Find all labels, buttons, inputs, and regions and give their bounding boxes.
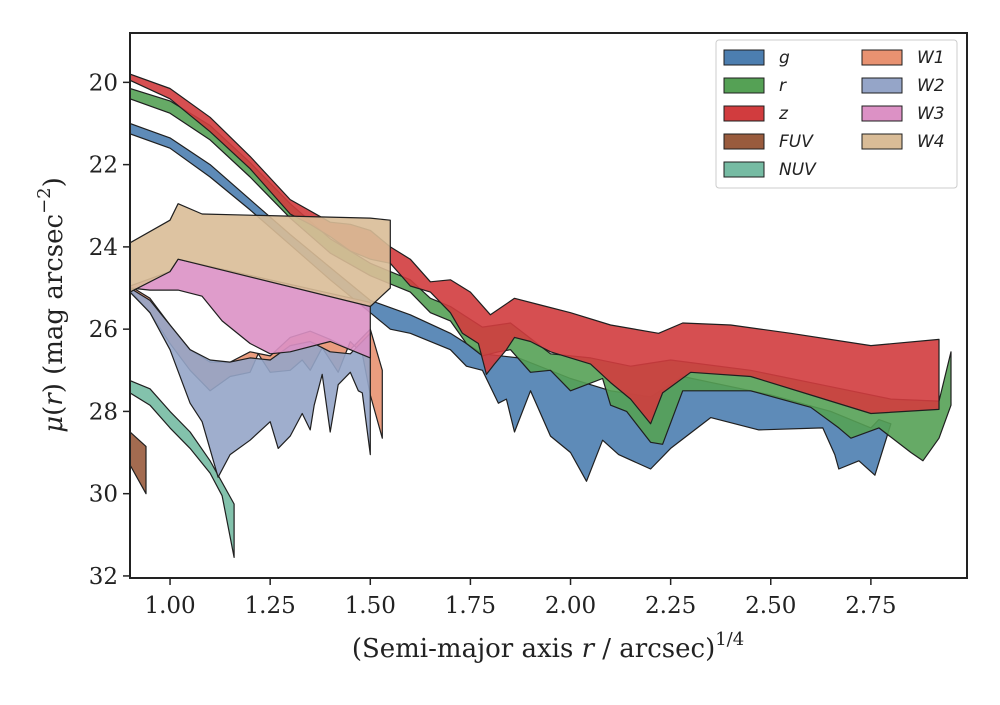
legend-item-r: r <box>723 76 787 96</box>
legend-label: NUV <box>779 160 817 180</box>
legend-swatch <box>861 105 903 122</box>
x-tick-label: 1.00 <box>144 593 195 619</box>
x-tick-label: 1.50 <box>345 593 396 619</box>
x-tick-label: 2.00 <box>545 593 596 619</box>
band-w4 <box>130 203 391 308</box>
y-tick-label: 20 <box>89 70 118 96</box>
legend-item-w2: W2 <box>861 76 945 96</box>
legend-label: W1 <box>917 48 945 68</box>
legend-swatch <box>723 161 765 178</box>
legend-label: W2 <box>917 76 945 96</box>
y-axis: 20 22 24 26 28 30 32 <box>89 70 130 590</box>
series-bands <box>130 73 952 559</box>
legend-item-nuv: NUV <box>723 160 817 180</box>
x-axis-label: (Semi-major axis r / arcsec)1/4 <box>352 629 744 664</box>
x-axis: 1.00 1.25 1.50 1.75 2.00 2.25 2.50 2.75 <box>144 578 896 619</box>
y-tick-label: 24 <box>89 235 118 261</box>
legend-box <box>715 39 958 189</box>
band-fuv <box>130 431 147 495</box>
band-nuv <box>130 380 235 559</box>
legend-swatch <box>861 133 903 150</box>
legend-item-z: z <box>723 104 789 124</box>
x-tick-label: 1.75 <box>445 593 496 619</box>
x-tick-label: 1.25 <box>245 593 296 619</box>
legend-item-w3: W3 <box>861 104 945 124</box>
legend-item-w4: W4 <box>861 132 945 152</box>
legend-swatch <box>723 77 765 94</box>
y-tick-label: 32 <box>89 564 118 590</box>
x-tick-label: 2.25 <box>645 593 696 619</box>
legend-swatch <box>723 133 765 150</box>
plot-frame <box>129 32 968 579</box>
legend-label: z <box>778 104 789 124</box>
legend-label: W3 <box>917 104 945 124</box>
legend-item-g: g <box>723 48 790 68</box>
band-w2 <box>130 287 371 478</box>
legend-item-w1: W1 <box>861 48 945 68</box>
legend-item-fuv: FUV <box>723 132 814 152</box>
y-tick-label: 26 <box>89 317 118 343</box>
legend-label: g <box>779 48 790 68</box>
legend-label: FUV <box>779 132 814 152</box>
legend-swatch <box>861 77 903 94</box>
y-tick-label: 30 <box>89 482 118 508</box>
legend-swatch <box>861 49 903 66</box>
y-tick-label: 22 <box>89 153 118 179</box>
y-tick-label: 28 <box>89 399 118 425</box>
legend-swatch <box>723 49 765 66</box>
legend-swatch <box>723 105 765 122</box>
y-axis-label: μ(r) (mag arcsec−2) <box>34 177 69 433</box>
legend: grz FUV NUV W1 W2 W3 W4 <box>715 39 958 189</box>
legend-label: r <box>779 76 787 96</box>
x-tick-label: 2.75 <box>845 593 896 619</box>
x-tick-label: 2.50 <box>745 593 796 619</box>
band-g <box>130 122 892 482</box>
legend-label: W4 <box>917 132 945 152</box>
